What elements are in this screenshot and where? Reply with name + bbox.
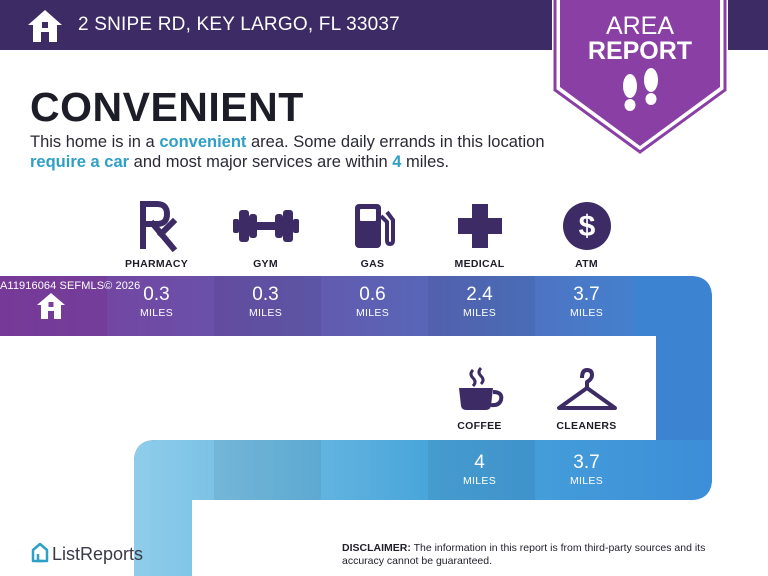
distance-unit: MILES: [462, 475, 496, 487]
hanger-icon: [556, 368, 617, 410]
summary-part4: miles.: [401, 153, 450, 171]
amenity-label: MEDICAL: [454, 258, 505, 270]
distance-cell-gym: 0.3 MILES: [212, 284, 319, 320]
amenity-atm: $ ATM: [533, 200, 640, 270]
distance-value: 0.6: [359, 284, 386, 305]
svg-text:$: $: [578, 210, 595, 243]
distance-cell-atm: 3.7 MILES: [533, 284, 640, 320]
distance-value: 3.7: [573, 284, 600, 305]
amenity-gym: GYM: [212, 200, 319, 270]
distance-unit: MILES: [355, 307, 389, 319]
amenity-label: COFFEE: [457, 420, 502, 432]
road-home-icon: [37, 293, 65, 319]
amenity-gas: GAS: [319, 200, 426, 270]
distance-unit: MILES: [462, 307, 496, 319]
summary-part3: and most major services are within: [129, 153, 393, 171]
dumbbell-icon: [232, 210, 299, 242]
listreports-logo-icon: [31, 542, 49, 563]
distance-cell-coffee: 4 MILES: [426, 452, 533, 488]
summary-highlight-miles: 4: [392, 153, 402, 171]
amenity-label: GYM: [253, 258, 278, 270]
mls-watermark: A11916064 SEFMLS© 2026: [0, 280, 141, 292]
amenity-pharmacy: PHARMACY: [103, 200, 210, 270]
brand-name: ListReports: [52, 544, 144, 564]
distance-cell-medical: 2.4 MILES: [426, 284, 533, 320]
summary-part1: This home is in a: [30, 133, 160, 151]
amenity-medical: MEDICAL: [426, 200, 533, 270]
rx-icon: [139, 201, 177, 252]
distance-unit: MILES: [139, 307, 173, 319]
headline: CONVENIENT: [30, 84, 304, 130]
distance-value: 0.3: [143, 284, 170, 305]
amenity-label: GAS: [360, 258, 385, 270]
summary-highlight-car: require a car: [30, 153, 130, 171]
disclaimer: DISCLAIMER: The information in this repo…: [342, 542, 746, 568]
amenity-label: ATM: [575, 258, 598, 270]
amenity-cleaners: CLEANERS: [533, 366, 640, 432]
dollar-coin-icon: $: [562, 202, 611, 250]
distance-cell-gas: 0.6 MILES: [319, 284, 426, 320]
badge-title: AREA REPORT: [552, 14, 728, 64]
badge-title-line1: AREA: [605, 12, 675, 40]
summary-highlight-convenient: convenient: [159, 133, 247, 151]
disclaimer-label: DISCLAIMER:: [342, 542, 411, 554]
medical-cross-icon: [457, 204, 502, 248]
coffee-cup-icon: [458, 366, 503, 410]
footprints-icon: [623, 68, 658, 111]
distance-value: 4: [474, 452, 485, 473]
gas-pump-icon: [354, 204, 395, 248]
area-report-badge: [552, 0, 728, 156]
house-icon: [28, 10, 62, 42]
distance-cell-pharmacy: 0.3 MILES: [103, 284, 210, 320]
distance-value: 2.4: [466, 284, 493, 305]
distance-value: 3.7: [573, 452, 600, 473]
distance-unit: MILES: [248, 307, 282, 319]
distance-value: 0.3: [252, 284, 279, 305]
summary-text: This home is in a convenient area. Some …: [30, 132, 570, 172]
distance-unit: MILES: [569, 307, 603, 319]
amenity-label: CLEANERS: [556, 420, 617, 432]
disclaimer-text: The information in this report is from t…: [342, 542, 706, 567]
amenity-label: PHARMACY: [124, 258, 189, 270]
distance-unit: MILES: [569, 475, 603, 487]
property-address: 2 SNIPE RD, KEY LARGO, FL 33037: [78, 14, 400, 35]
summary-part2: area. Some daily errands in this locatio…: [246, 133, 545, 151]
distance-cell-cleaners: 3.7 MILES: [533, 452, 640, 488]
amenity-coffee: COFFEE: [426, 366, 533, 432]
badge-title-line2: REPORT: [587, 37, 693, 65]
